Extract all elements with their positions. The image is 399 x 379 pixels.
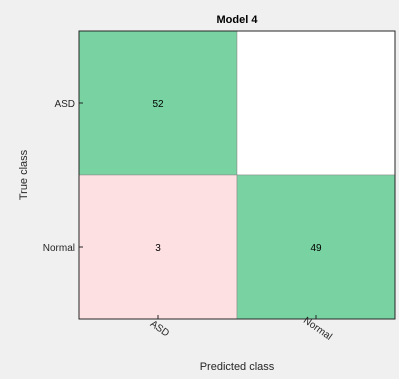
y-tick-label-asd: ASD (54, 99, 75, 110)
cell-value-asd-asd: 52 (152, 99, 164, 110)
chart-title: Model 4 (217, 14, 259, 26)
cell-labels-layer: 52 3 49 (152, 99, 322, 254)
y-axis-label: True class (18, 149, 30, 200)
y-tick-labels: ASD Normal (43, 99, 83, 254)
cell-value-normal-asd: 3 (155, 243, 161, 254)
plot-frame (78, 30, 396, 320)
cell-normal-asd (78, 174, 238, 320)
x-axis-label: Predicted class (200, 361, 275, 373)
cell-asd-normal (236, 30, 396, 176)
cell-value-normal-normal: 49 (310, 243, 322, 254)
cell-normal-normal (236, 174, 396, 320)
y-tick-label-normal: Normal (43, 243, 75, 254)
cell-asd-asd (78, 30, 238, 176)
cells-layer (78, 30, 396, 320)
